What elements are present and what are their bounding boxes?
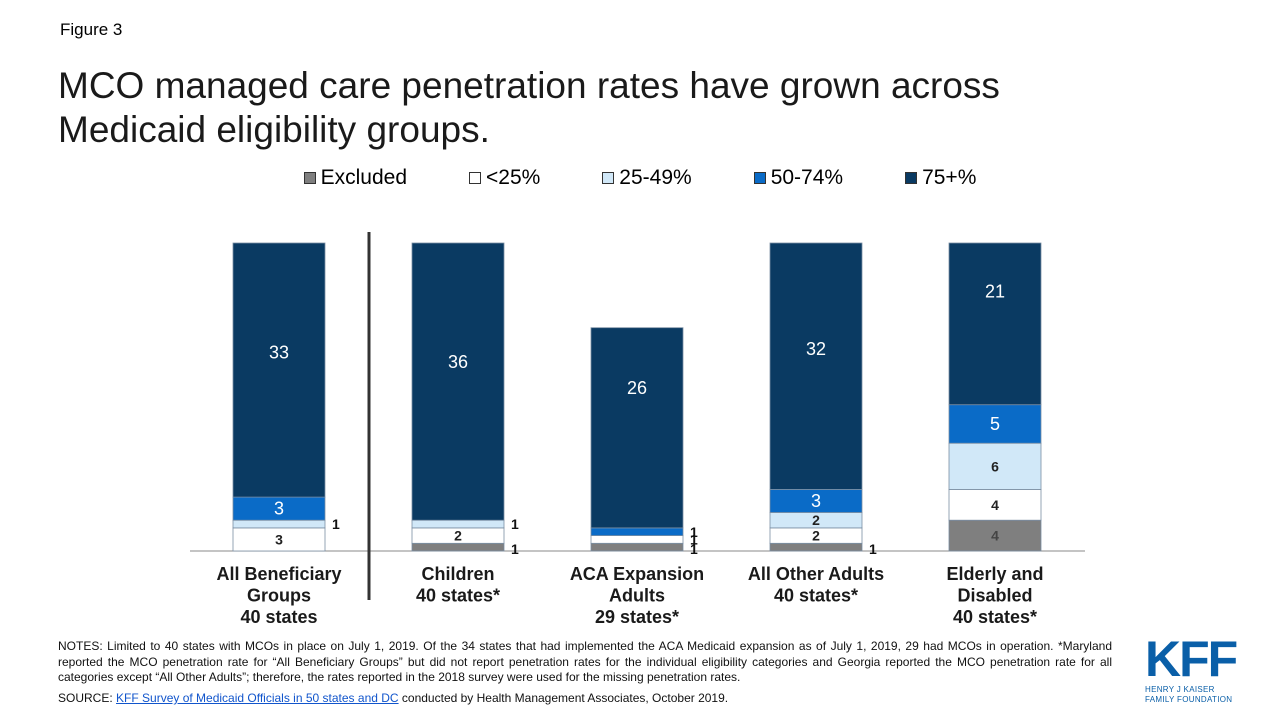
category-label-all-other-adults-line-2: 40 states*: [774, 586, 858, 606]
category-label-elderly-disabled-line-3: 40 states*: [953, 607, 1037, 627]
legend: Excluded <25% 25-49% 50-74% 75+%: [0, 166, 1280, 190]
legend-label-75-plus: 75+%: [922, 166, 977, 189]
data-label-aca-expansion-excluded: 1: [690, 541, 698, 557]
data-label-all-beneficiary-50-74: 3: [274, 499, 284, 519]
category-label-aca-expansion-line-1: ACA Expansion: [570, 564, 704, 584]
data-label-all-beneficiary-25-49: 1: [332, 516, 340, 532]
bar-segment-aca-expansion-excluded: [590, 542, 684, 552]
logo-text: KFF: [1145, 631, 1238, 687]
source-line: SOURCE: KFF Survey of Medicaid Officials…: [58, 691, 728, 705]
data-label-aca-expansion-50-74: 1: [690, 524, 698, 540]
data-label-elderly-disabled-75-plus: 21: [985, 282, 1005, 302]
bar-segment-aca-expansion-under-25: [590, 535, 684, 544]
legend-item-50-74: 50-74%: [714, 166, 843, 190]
data-label-all-beneficiary-75-plus: 33: [269, 342, 289, 362]
legend-label-excluded: Excluded: [320, 166, 407, 189]
category-label-aca-expansion-line-3: 29 states*: [595, 607, 679, 627]
legend-item-under-25: <25%: [429, 166, 540, 190]
legend-item-75-plus: 75+%: [865, 166, 976, 190]
category-label-children-line-1: Children: [421, 564, 494, 584]
category-label-all-other-adults-line-1: All Other Adults: [748, 564, 884, 584]
chart-title: MCO managed care penetration rates have …: [58, 65, 1000, 150]
bar-segment-elderly-disabled-under-25: [948, 488, 1042, 521]
legend-swatch-25-49: [602, 172, 615, 184]
bar-segment-all-other-adults-excluded: [769, 542, 863, 552]
kff-logo: KFF HENRY J KAISER FAMILY FOUNDATION: [1145, 631, 1238, 705]
bar-segment-aca-expansion-75-plus: [590, 327, 684, 529]
data-label-all-beneficiary-under-25: 3: [275, 531, 283, 547]
source-link[interactable]: KFF Survey of Medicaid Officials in 50 s…: [116, 691, 399, 705]
data-label-aca-expansion-75-plus: 26: [627, 378, 647, 398]
category-label-all-beneficiary-line-3: 40 states: [240, 607, 317, 627]
notes: NOTES: Limited to 40 states with MCOs in…: [58, 639, 1112, 684]
legend-label-50-74: 50-74%: [770, 166, 844, 189]
legend-swatch-under-25: [469, 172, 481, 184]
source-suffix: conducted by Health Management Associate…: [398, 691, 729, 705]
bar-segment-elderly-disabled-50-74: [948, 404, 1042, 444]
legend-swatch-excluded: [303, 172, 316, 184]
data-label-children-25-49: 1: [511, 516, 519, 532]
data-label-children-under-25: 2: [454, 528, 462, 544]
data-label-all-other-adults-25-49: 2: [812, 512, 820, 528]
category-label-aca-expansion-line-2: Adults: [609, 586, 665, 606]
source-prefix: SOURCE:: [58, 691, 117, 705]
legend-swatch-75-plus: [905, 172, 918, 184]
data-label-all-other-adults-excluded: 1: [869, 541, 877, 557]
legend-swatch-50-74: [753, 172, 766, 184]
legend-item-25-49: 25-49%: [562, 166, 692, 190]
category-label-all-beneficiary-line-1: All Beneficiary: [216, 564, 341, 584]
bar-segment-elderly-disabled-75-plus: [948, 242, 1042, 406]
logo-line-1: HENRY J KAISER: [1145, 685, 1215, 694]
legend-label-under-25: <25%: [486, 166, 541, 189]
category-label-elderly-disabled-line-1: Elderly and: [946, 564, 1043, 584]
data-label-elderly-disabled-25-49: 6: [991, 458, 999, 474]
data-label-elderly-disabled-excluded: 4: [991, 528, 999, 544]
data-label-all-other-adults-50-74: 3: [811, 491, 821, 511]
logo-line-2: FAMILY FOUNDATION: [1145, 695, 1233, 704]
bar-segment-all-other-adults-75-plus: [769, 242, 863, 490]
bar-segment-all-beneficiary-75-plus: [232, 242, 326, 498]
category-label-children-line-2: 40 states*: [416, 586, 500, 606]
legend-item-excluded: Excluded: [303, 166, 407, 190]
figure-label: Figure 3: [60, 20, 123, 39]
data-label-all-other-adults-75-plus: 32: [806, 339, 826, 359]
data-label-aca-expansion-under-25: 1: [690, 531, 698, 547]
bar-segment-aca-expansion-50-74: [590, 527, 684, 537]
bar-segment-all-beneficiary-25-49: [232, 519, 326, 529]
category-label-elderly-disabled-line-2: Disabled: [957, 586, 1032, 606]
bar-segment-children-75-plus: [411, 242, 505, 521]
data-label-elderly-disabled-50-74: 5: [990, 414, 1000, 434]
data-label-children-75-plus: 36: [448, 352, 468, 372]
data-label-all-other-adults-under-25: 2: [812, 528, 820, 544]
bar-segment-children-excluded: [411, 542, 505, 552]
legend-label-25-49: 25-49%: [619, 166, 692, 189]
bar-segment-elderly-disabled-excluded: [948, 519, 1042, 552]
data-label-children-excluded: 1: [511, 541, 519, 557]
bar-segment-children-25-49: [411, 519, 505, 529]
data-label-elderly-disabled-under-25: 4: [991, 497, 999, 513]
category-label-all-beneficiary-line-2: Groups: [247, 586, 311, 606]
